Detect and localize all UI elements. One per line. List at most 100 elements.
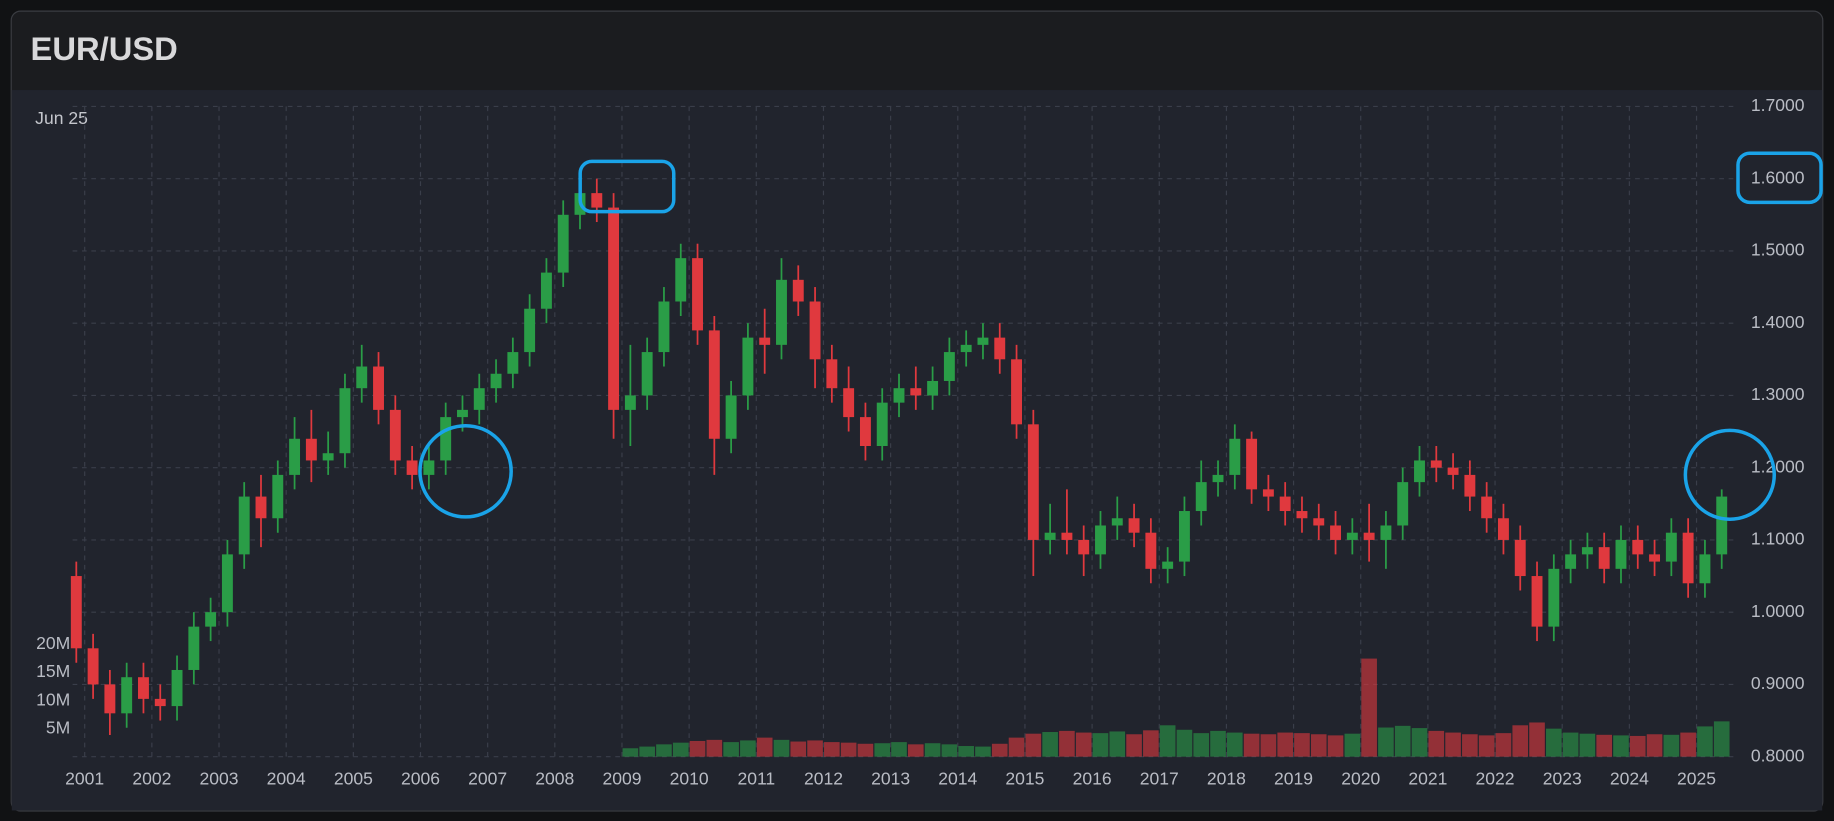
candle-body xyxy=(473,388,485,410)
candle-body xyxy=(557,214,569,273)
candle-body xyxy=(1514,539,1526,577)
y-tick-label: 1.4000 xyxy=(1751,312,1805,332)
annotation-box xyxy=(578,159,676,214)
candle-body xyxy=(1145,532,1157,569)
x-tick-label: 2012 xyxy=(804,769,843,789)
volume-bar xyxy=(1646,734,1663,757)
candle-body xyxy=(725,395,737,439)
candle-body xyxy=(1632,539,1644,555)
volume-bar xyxy=(622,748,639,757)
volume-bar xyxy=(907,744,924,757)
volume-bar xyxy=(1546,728,1562,757)
candle-body xyxy=(792,279,804,302)
volume-bar xyxy=(1227,732,1243,757)
volume-bar xyxy=(1025,733,1042,757)
x-tick-label: 2013 xyxy=(871,769,910,789)
candle-body xyxy=(1061,532,1073,540)
x-tick-label: 2004 xyxy=(267,769,306,789)
candle-body xyxy=(1565,554,1577,569)
candle-body xyxy=(540,272,552,309)
candle-body xyxy=(339,388,351,454)
x-tick-label: 2010 xyxy=(670,769,709,789)
volume-bar xyxy=(1495,733,1512,757)
candle-body xyxy=(608,207,620,410)
volume-bar xyxy=(1613,735,1629,757)
volume-bar xyxy=(790,741,807,757)
candle-body xyxy=(692,258,703,331)
volume-bar xyxy=(1344,733,1361,757)
x-tick-label: 2003 xyxy=(200,769,239,789)
candle-body xyxy=(423,460,435,475)
volume-bar xyxy=(756,737,773,757)
candle-body xyxy=(1615,539,1627,569)
volume-bar xyxy=(1512,725,1529,757)
volume-bar xyxy=(1713,721,1730,757)
volume-bar xyxy=(807,740,823,757)
candle-body xyxy=(943,352,955,381)
volume-bar xyxy=(874,743,891,757)
candle-body xyxy=(1111,518,1123,526)
candle-body xyxy=(1430,460,1442,468)
candle-body xyxy=(1380,525,1392,540)
volume-bar xyxy=(1697,726,1713,757)
volume-bar xyxy=(1378,727,1394,757)
x-tick-label: 2016 xyxy=(1073,769,1112,789)
x-tick-label: 2018 xyxy=(1207,769,1246,789)
volume-bar xyxy=(1478,735,1495,757)
x-tick-label: 2007 xyxy=(468,769,507,789)
candle-body xyxy=(70,576,82,649)
volume-bar xyxy=(1143,730,1159,757)
volume-bar xyxy=(1294,733,1310,757)
x-tick-label: 2024 xyxy=(1610,769,1649,789)
annotation-circle xyxy=(418,423,513,519)
candle-body xyxy=(910,388,922,396)
volume-bar xyxy=(740,740,756,757)
volume-tick-label: 5M xyxy=(46,717,70,737)
y-tick-label: 1.7000 xyxy=(1751,95,1805,115)
legend-date: Jun 25 xyxy=(35,108,88,128)
candle-body xyxy=(876,402,888,447)
candle-body xyxy=(994,337,1006,360)
candle-body xyxy=(272,474,284,519)
volume-bar xyxy=(1445,732,1461,757)
volume-bar xyxy=(672,742,689,757)
volume-bar xyxy=(1394,725,1411,757)
candle-body xyxy=(1581,547,1593,555)
candle-body xyxy=(1128,518,1140,533)
candle-body xyxy=(507,352,519,374)
volume-bar xyxy=(1562,732,1579,757)
candle-body xyxy=(1665,532,1677,562)
candle-body xyxy=(1497,518,1509,540)
candle-body xyxy=(1397,482,1409,526)
candle-body xyxy=(188,626,200,670)
candle-body xyxy=(826,359,838,389)
volume-bar xyxy=(1680,732,1696,757)
volume-bar xyxy=(975,746,991,757)
candle-body xyxy=(893,388,905,403)
volume-tick-label: 10M xyxy=(36,689,70,709)
plot: 0.8000 0.9000 1.0000 1.1000 1.2000 1.3000 1.40… xyxy=(36,95,1805,789)
x-tick-label: 2020 xyxy=(1341,769,1380,789)
candle-body xyxy=(675,258,687,302)
candle-body xyxy=(591,193,603,208)
x-tick-label: 2015 xyxy=(1005,769,1044,789)
volume-bar xyxy=(857,743,874,757)
annotation-circle xyxy=(1683,428,1777,522)
candle-body xyxy=(809,301,821,360)
candle-body xyxy=(1095,525,1106,555)
volume-bar xyxy=(1462,734,1478,757)
candle-body xyxy=(641,352,653,396)
candle-body xyxy=(1262,489,1274,497)
volume-bar xyxy=(1663,734,1680,757)
candle-body xyxy=(389,409,401,461)
candle-body xyxy=(1531,576,1543,627)
candle-body xyxy=(759,337,771,345)
x-tick-label: 2025 xyxy=(1677,769,1716,789)
candle-body xyxy=(776,279,787,345)
candle-body xyxy=(624,395,636,410)
candle-body xyxy=(289,438,301,475)
candle-body xyxy=(1330,525,1342,540)
x-tick-label: 2006 xyxy=(401,769,440,789)
